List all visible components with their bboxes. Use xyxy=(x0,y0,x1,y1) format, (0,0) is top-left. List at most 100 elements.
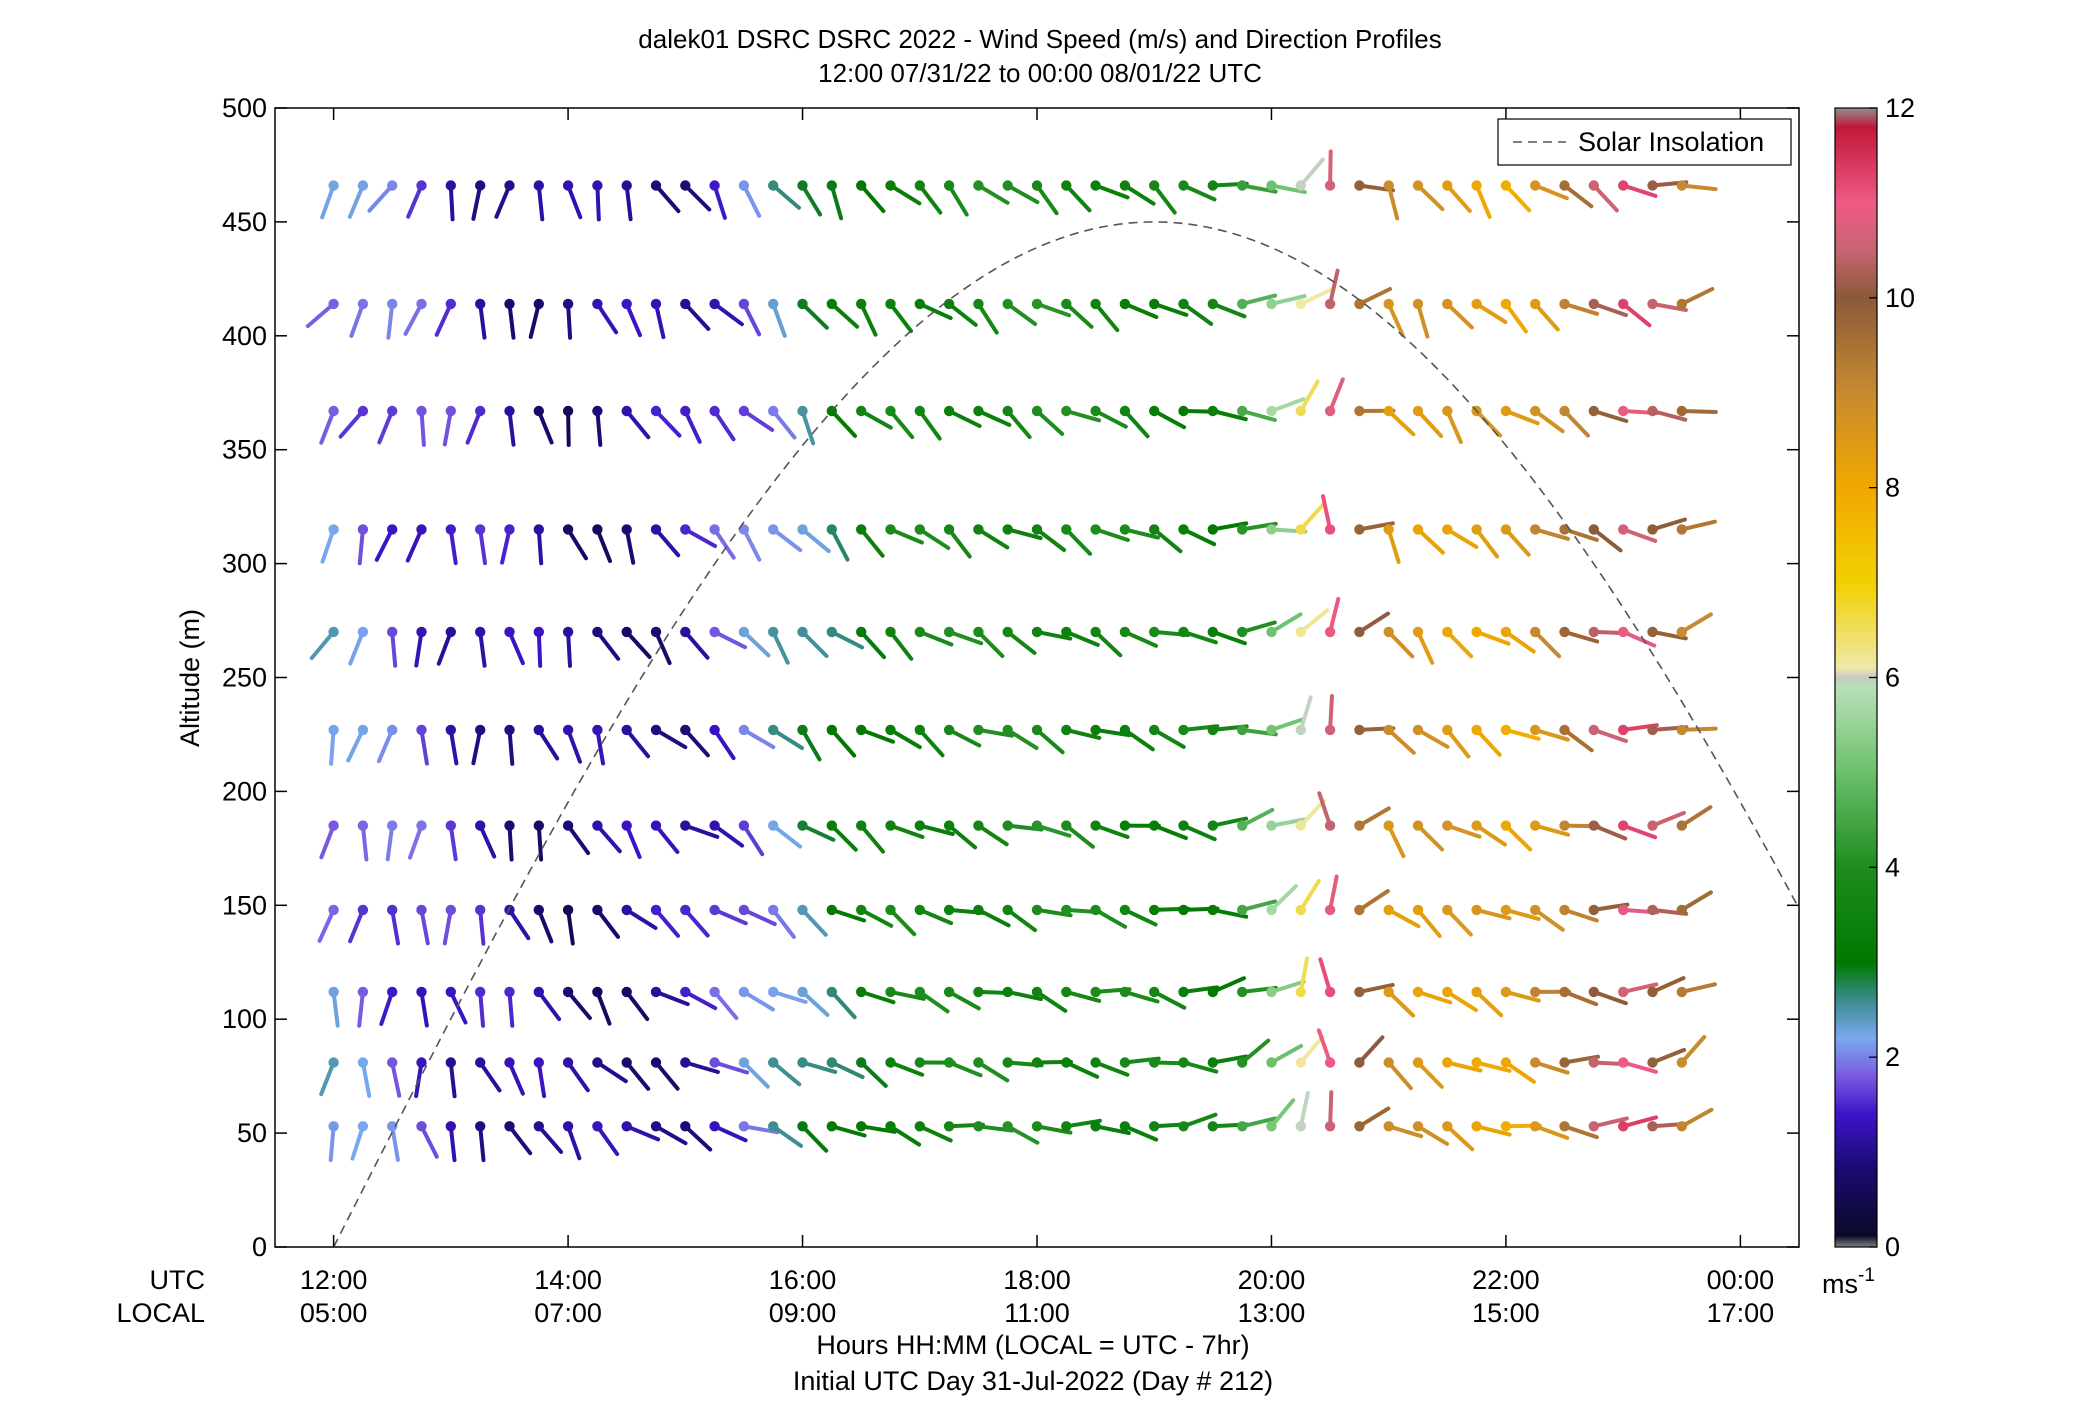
wind-barb-stem xyxy=(349,301,365,338)
wind-barb-dot xyxy=(885,820,896,831)
wind-barb-stem xyxy=(888,1060,925,1077)
wind-barb-dot xyxy=(416,298,427,310)
wind-barb-stem xyxy=(1122,409,1150,439)
wind-barb-dot xyxy=(1354,180,1365,191)
wind-barb-stem xyxy=(1416,1124,1450,1146)
wind-barb-dot xyxy=(856,724,867,736)
wind-barb-stem xyxy=(1064,823,1095,849)
wind-barb-dot xyxy=(856,405,867,417)
wind-barb-stem xyxy=(1621,1060,1658,1074)
wind-barb-dot xyxy=(1530,626,1541,638)
wind-barb-stem xyxy=(712,907,748,926)
wind-barb-dot xyxy=(856,524,867,535)
wind-barb-stem xyxy=(1317,791,1333,828)
wind-barb-dot xyxy=(1412,904,1424,916)
wind-barb-stem xyxy=(1474,907,1512,921)
wind-barb-dot xyxy=(328,904,339,916)
wind-barb-dot xyxy=(1324,524,1336,535)
wind-barb-dot xyxy=(1178,724,1189,736)
wind-barb-dot xyxy=(1647,1121,1658,1132)
wind-barb-stem xyxy=(1445,727,1471,759)
wind-barb-dot xyxy=(475,724,486,736)
x-tick-label-utc: 18:00 xyxy=(1003,1265,1071,1295)
wind-barb-stem xyxy=(1445,1124,1475,1152)
wind-barb-dot xyxy=(1324,405,1336,417)
wind-barb-stem xyxy=(771,183,801,210)
wind-barb-dot xyxy=(387,626,398,638)
wind-barb-stem xyxy=(947,409,982,428)
wind-barb-stem xyxy=(800,1060,838,1074)
wind-barb-dot xyxy=(1618,904,1629,916)
wind-barb-dot xyxy=(1002,180,1013,191)
wind-barb-stem xyxy=(1269,817,1307,828)
wind-barb-stem xyxy=(374,527,395,562)
wind-barb-stem xyxy=(859,989,896,1005)
wind-barb-dot xyxy=(1530,405,1541,417)
wind-barb-dot xyxy=(445,724,456,736)
wind-barb-stem xyxy=(741,301,762,337)
wind-barb-dot xyxy=(1178,524,1189,535)
wind-barb-dot xyxy=(768,724,779,736)
wind-barb-dot xyxy=(1295,986,1307,998)
wind-barb-stem xyxy=(465,409,483,445)
wind-barb-stem xyxy=(888,823,925,839)
wind-barb-dot xyxy=(1442,986,1453,998)
wind-barb-dot xyxy=(1061,820,1072,831)
wind-barb-stem xyxy=(390,1124,400,1162)
wind-barb-stem xyxy=(1357,287,1392,306)
wind-barb-stem xyxy=(1650,629,1688,641)
wind-barb-dot xyxy=(1324,1121,1336,1132)
wind-barb-dot xyxy=(1412,180,1424,191)
wind-barb-dot xyxy=(1676,524,1688,535)
wind-barb-dot xyxy=(1442,626,1453,638)
wind-barb-stem xyxy=(1328,1090,1334,1129)
wind-barb-dot xyxy=(1442,1057,1453,1068)
wind-barb-stem xyxy=(566,907,575,946)
wind-barb-stem xyxy=(1562,301,1600,316)
colorbar-tick-label: 12 xyxy=(1885,93,1915,123)
wind-barb-stem xyxy=(1152,527,1183,554)
wind-barb-dot xyxy=(1061,405,1072,417)
wind-barb-dot xyxy=(1002,298,1013,310)
wind-barb-dot xyxy=(1090,724,1101,736)
wind-barb-stem xyxy=(800,301,829,330)
wind-barb-stem xyxy=(683,183,712,212)
wind-barb-stem xyxy=(1416,989,1453,1005)
wind-barb-dot xyxy=(1442,724,1453,736)
wind-barb-dot xyxy=(562,820,574,831)
wind-barb-dot xyxy=(1207,986,1219,998)
colorbar-tick-label: 4 xyxy=(1885,852,1900,882)
wind-barb-dot xyxy=(416,1057,427,1068)
wind-barb-stem xyxy=(528,301,541,339)
wind-barb-stem xyxy=(390,629,398,668)
wind-barb-stem xyxy=(1122,907,1158,927)
wind-barb-dot xyxy=(1237,405,1248,417)
wind-barb-stem xyxy=(1357,1035,1385,1065)
wind-barb-dot xyxy=(680,524,691,535)
wind-barb-stem xyxy=(319,823,336,860)
wind-barb-dot xyxy=(1676,405,1688,417)
wind-barb-dot xyxy=(1237,524,1248,535)
wind-barb-dot xyxy=(856,298,867,310)
wind-barb-dot xyxy=(1031,405,1043,417)
wind-barb-dot xyxy=(1149,724,1160,736)
wind-barb-stem xyxy=(1298,798,1327,828)
wind-barb-stem xyxy=(1591,727,1628,743)
wind-barb-stem xyxy=(654,989,690,1007)
wind-barb-stem xyxy=(1122,629,1158,648)
wind-barb-dot xyxy=(650,405,662,417)
wind-barb-dot xyxy=(1324,626,1336,638)
x-tick-label-local: 13:00 xyxy=(1238,1298,1306,1328)
wind-barb-dot xyxy=(680,904,691,916)
wind-barb-dot xyxy=(738,1057,750,1068)
wind-barb-stem xyxy=(1035,1124,1073,1135)
wind-barb-stem xyxy=(800,183,823,217)
wind-barb-stem xyxy=(829,727,857,758)
wind-barb-stem xyxy=(1122,527,1160,540)
wind-barb-dot xyxy=(1090,820,1101,831)
wind-barb-stem xyxy=(1503,527,1531,557)
wind-barb-stem xyxy=(471,727,483,766)
wind-barb-stem xyxy=(595,907,620,939)
